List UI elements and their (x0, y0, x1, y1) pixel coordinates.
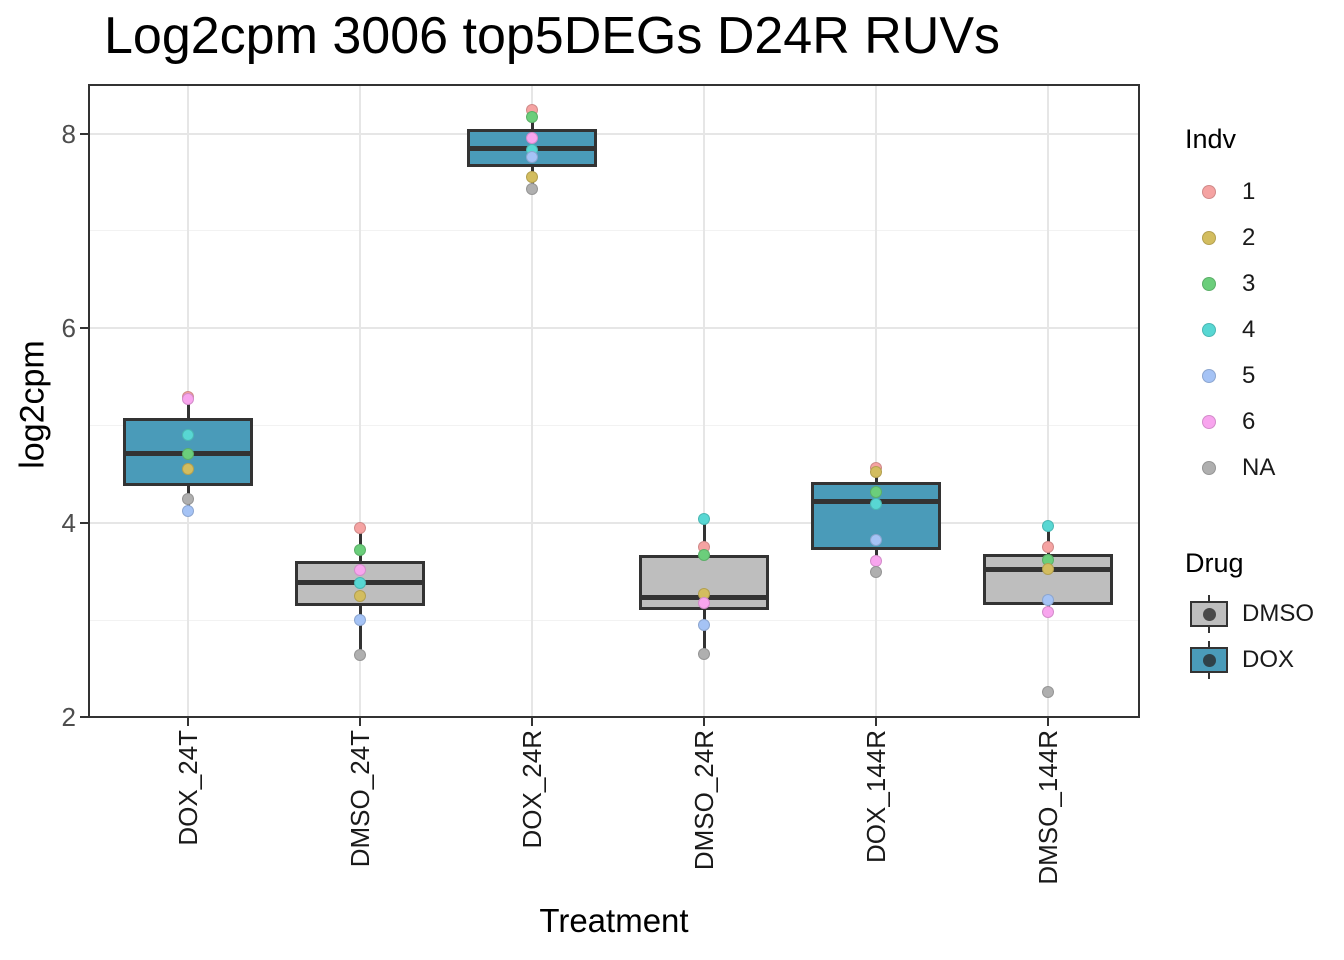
legend-indv-key-6 (1202, 415, 1216, 429)
jitter-point-indv-3 (354, 543, 366, 556)
legend-indv-label-6: 6 (1242, 408, 1256, 435)
whisker-upper-DMSO_24R (702, 518, 706, 555)
whisker-lower-DMSO_24R (702, 610, 706, 655)
legend-indv-key-5 (1202, 369, 1216, 383)
y-axis-title: log2cpm (13, 340, 52, 469)
jitter-point-indv-NA (526, 182, 538, 195)
whisker-lower-DMSO_24T (358, 606, 362, 656)
x-tick-label: DMSO_144R (1033, 730, 1063, 885)
x-tick-label: DOX_144R (861, 730, 891, 863)
gridline-vertical (1047, 84, 1049, 718)
jitter-point-indv-6 (354, 564, 366, 577)
gridline-vertical (359, 84, 361, 718)
y-tick (80, 132, 88, 135)
legend-indv-key-NA (1202, 461, 1216, 475)
legend-indv-key-4 (1202, 323, 1216, 337)
jitter-point-indv-5 (870, 534, 882, 547)
jitter-point-indv-2 (870, 466, 882, 479)
y-tick-label: 6 (61, 313, 76, 344)
jitter-point-indv-3 (870, 485, 882, 498)
jitter-point-indv-2 (354, 589, 366, 602)
gridline-major (88, 521, 1140, 524)
x-tick-label: DMSO_24R (689, 730, 719, 871)
jitter-point-indv-4 (182, 429, 194, 442)
gridline-major (88, 716, 1140, 719)
chart-title: Log2cpm 3006 top5DEGs D24R RUVs (104, 7, 1001, 65)
jitter-point-indv-6 (1042, 606, 1054, 619)
x-tick (531, 718, 533, 726)
jitter-point-indv-5 (698, 618, 710, 631)
gridline-minor (88, 230, 1140, 232)
x-tick-label: DOX_24R (517, 730, 547, 849)
legend-indv-label-2: 2 (1242, 224, 1256, 251)
legend-indv-key-2 (1202, 231, 1216, 245)
x-tick-label: DMSO_24T (345, 730, 375, 868)
legend-indv-key-1 (1202, 185, 1216, 199)
jitter-point-indv-5 (526, 150, 538, 163)
jitter-point-indv-NA (182, 493, 194, 506)
gridline-vertical (703, 84, 705, 718)
gridline-major (88, 132, 1140, 135)
legend-indv-label-4: 4 (1242, 316, 1256, 343)
jitter-point-indv-4 (870, 498, 882, 511)
jitter-point-indv-3 (698, 548, 710, 561)
jitter-point-indv-2 (1042, 563, 1054, 576)
jitter-point-indv-6 (870, 554, 882, 567)
whisker-upper-DMSO_144R (1046, 525, 1050, 554)
jitter-point-indv-6 (526, 132, 538, 145)
legend-drug-label-DMSO: DMSO (1242, 600, 1314, 627)
x-tick (187, 718, 189, 726)
legend-indv-label-3: 3 (1242, 270, 1256, 297)
jitter-point-indv-2 (526, 171, 538, 184)
jitter-point-indv-5 (354, 614, 366, 626)
gridline-minor (88, 424, 1140, 426)
jitter-point-indv-1 (354, 521, 366, 534)
x-tick (875, 718, 877, 726)
legend-indv-key-3 (1202, 277, 1216, 291)
plot-panel (88, 84, 1140, 719)
y-tick-label: 2 (61, 702, 76, 733)
jitter-point-indv-4 (354, 577, 366, 590)
whisker-upper-DOX_24T (186, 399, 190, 418)
jitter-point-indv-NA (354, 649, 366, 662)
legend-indv-title: Indv (1185, 124, 1237, 154)
x-tick (703, 718, 705, 726)
jitter-point-indv-6 (182, 393, 194, 406)
legend-indv-label-1: 1 (1242, 178, 1256, 205)
jitter-point-indv-3 (526, 110, 538, 123)
jitter-point-indv-4 (698, 512, 710, 525)
gridline-vertical (875, 84, 877, 718)
y-tick-label: 8 (61, 118, 76, 149)
legend-drug-label-DOX: DOX (1242, 646, 1295, 673)
x-tick-label: DOX_24T (173, 730, 203, 846)
jitter-point-indv-3 (182, 447, 194, 460)
jitter-point-indv-6 (698, 597, 710, 610)
gridline-major (88, 327, 1140, 330)
y-tick (80, 716, 88, 719)
y-tick (80, 327, 88, 330)
y-tick-label: 4 (61, 507, 76, 538)
legend-indv-label-5: 5 (1242, 362, 1256, 389)
jitter-point-indv-NA (698, 648, 710, 661)
gridline-minor (88, 619, 1140, 621)
jitter-point-indv-5 (182, 505, 194, 518)
legend-indv-label-NA: NA (1242, 454, 1276, 481)
jitter-point-indv-4 (1042, 519, 1054, 532)
gridline-vertical (531, 84, 533, 718)
legend-drug-glyph-dot (1202, 607, 1216, 621)
x-tick (1047, 718, 1049, 726)
legend-drug-title: Drug (1185, 548, 1244, 578)
x-axis-title: Treatment (539, 902, 689, 939)
jitter-point-indv-2 (182, 463, 194, 476)
jitter-point-indv-NA (1042, 686, 1054, 698)
jitter-point-indv-5 (1042, 593, 1054, 606)
jitter-point-indv-1 (1042, 541, 1054, 554)
x-tick (359, 718, 361, 726)
y-tick (80, 521, 88, 524)
jitter-point-indv-NA (870, 566, 882, 579)
legend-drug-glyph-dot (1202, 653, 1216, 667)
